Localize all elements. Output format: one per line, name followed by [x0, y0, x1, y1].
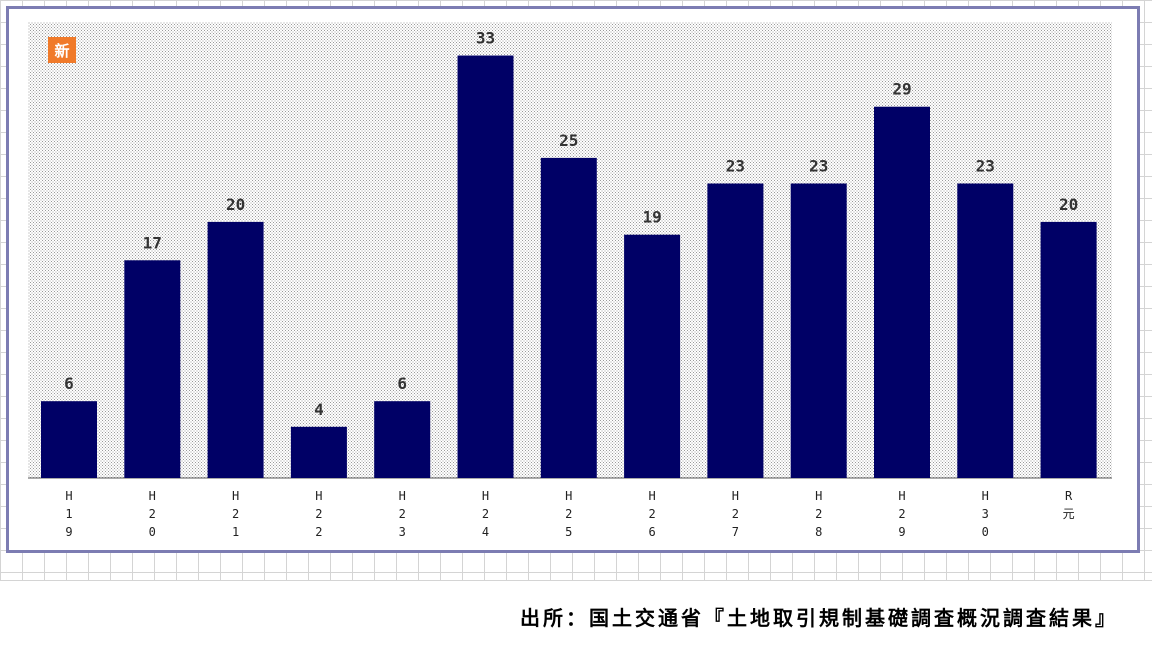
new-badge: 新 — [48, 37, 76, 63]
tick-label-H22-2: 2 — [315, 525, 322, 539]
tick-label-H26-1: 2 — [648, 507, 655, 521]
tick-label-H22-1: 2 — [315, 507, 322, 521]
tick-label-H30-2: 0 — [982, 525, 989, 539]
value-label-H22: 4 — [314, 400, 324, 419]
value-label-H20: 17 — [143, 233, 162, 252]
tick-label-H19-1: 1 — [65, 507, 72, 521]
tick-label-H19-0: H — [65, 489, 72, 503]
value-label-group: 6 17 20 4 6 33 25 19 23 23 29 23 20 — [64, 29, 1078, 419]
bar-H27 — [707, 183, 764, 478]
value-label-H19: 6 — [64, 374, 74, 393]
tick-label-H25-2: 5 — [565, 525, 572, 539]
tick-label-H27-2: 7 — [732, 525, 739, 539]
value-label-H29: 29 — [892, 80, 911, 99]
bar-H20 — [124, 260, 181, 478]
value-label-H30: 23 — [976, 157, 995, 176]
value-label-R元: 20 — [1059, 195, 1078, 214]
bar-H24 — [457, 55, 514, 478]
new-badge-label: 新 — [54, 42, 69, 60]
bar-H21 — [207, 221, 264, 478]
source-note: 出所：国土交通省『土地取引規制基礎調査概況調査結果』 — [520, 606, 1118, 630]
tick-label-H27-0: H — [732, 489, 739, 503]
value-label-H25: 25 — [559, 131, 578, 150]
tick-label-H28-0: H — [815, 489, 822, 503]
new-badge-box — [48, 37, 76, 63]
bar-H19 — [41, 401, 97, 478]
tick-label-H24-0: H — [482, 489, 489, 503]
value-label-H28: 23 — [809, 157, 828, 176]
tick-label-R元-1: 元 — [1063, 507, 1075, 521]
tick-label-H25-1: 2 — [565, 507, 572, 521]
tick-label-H23-0: H — [399, 489, 406, 503]
tick-label-H28-2: 8 — [815, 525, 822, 539]
tick-label-H27-1: 2 — [732, 507, 739, 521]
tick-label-H26-0: H — [648, 489, 655, 503]
tick-label-H29-2: 9 — [898, 525, 905, 539]
bar-H28 — [790, 183, 847, 478]
tick-label-H21-0: H — [232, 489, 239, 503]
tick-label-H21-2: 1 — [232, 525, 239, 539]
tick-label-H20-0: H — [149, 489, 156, 503]
value-label-H23: 6 — [397, 374, 407, 393]
bar-H26 — [624, 234, 681, 478]
bar-H23 — [374, 401, 431, 478]
value-label-H21: 20 — [226, 195, 245, 214]
tick-label-H19-2: 9 — [65, 525, 72, 539]
tick-label-H26-2: 6 — [648, 525, 655, 539]
bar-H22 — [290, 426, 347, 478]
bar-H30 — [957, 183, 1014, 478]
bar-group — [41, 55, 1097, 478]
tick-label-H29-0: H — [898, 489, 905, 503]
tick-label-H21-1: 2 — [232, 507, 239, 521]
tick-label-group: H 1 9 H 2 0 H 2 1 H 2 2 H 2 3 H 2 4 H 2 5 H 2 6 H 2 7 H 2 8 H 2 9 H 3 0 R元 — [65, 489, 1074, 539]
tick-label-R元-0: R — [1065, 489, 1073, 503]
value-label-H27: 23 — [726, 157, 745, 176]
tick-label-H23-2: 3 — [399, 525, 406, 539]
tick-label-H29-1: 2 — [898, 507, 905, 521]
bar-H29 — [874, 106, 930, 478]
value-label-H26: 19 — [642, 208, 661, 227]
tick-label-H20-1: 2 — [149, 507, 156, 521]
source-band — [0, 580, 1152, 649]
tick-label-H30-0: H — [982, 489, 989, 503]
value-label-H24: 33 — [476, 29, 495, 48]
tick-label-H20-2: 0 — [149, 525, 156, 539]
tick-label-H30-1: 3 — [982, 507, 989, 521]
tick-label-H25-0: H — [565, 489, 572, 503]
tick-label-H24-2: 4 — [482, 525, 489, 539]
bar-H25 — [540, 157, 597, 478]
bar-R元 — [1040, 221, 1097, 478]
tick-label-H28-1: 2 — [815, 507, 822, 521]
tick-label-H23-1: 2 — [399, 507, 406, 521]
tick-label-H24-1: 2 — [482, 507, 489, 521]
tick-label-H22-0: H — [315, 489, 322, 503]
